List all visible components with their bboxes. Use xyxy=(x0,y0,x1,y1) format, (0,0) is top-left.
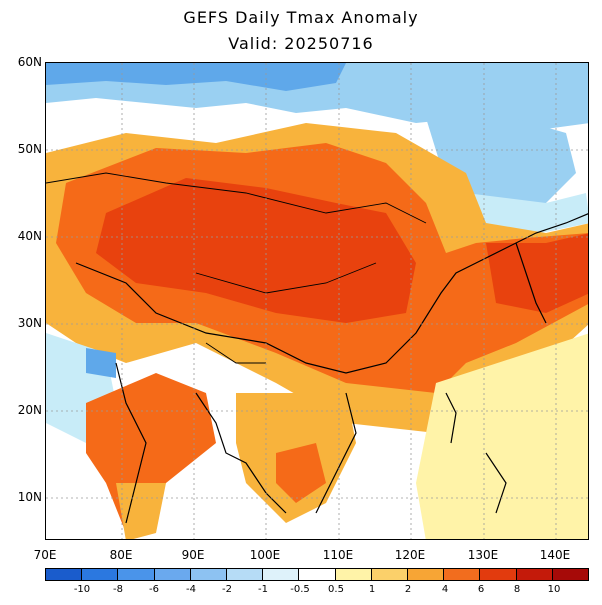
colorbar-label: -2 xyxy=(222,584,232,595)
lon-label-100e: 100E xyxy=(249,548,281,562)
colorbar-label: 2 xyxy=(404,584,412,595)
map-title: GEFS Daily Tmax Anomaly xyxy=(183,8,419,27)
colorbar-label: -1 xyxy=(258,584,268,595)
border-sketch xyxy=(46,172,427,364)
map-subtitle: Valid: 20250716 xyxy=(228,34,374,53)
colorbar-bin xyxy=(480,569,517,580)
colorbar-bin xyxy=(299,569,336,580)
lat-label-20n: 20N xyxy=(17,403,42,417)
colorbar-label: 8 xyxy=(513,584,521,595)
colorbar-bin xyxy=(154,569,191,580)
cold-anomaly-pakistan xyxy=(86,348,116,378)
colorbar-bin xyxy=(263,569,300,580)
colorbar-bin xyxy=(408,569,445,580)
colorbar-label: -10 xyxy=(73,584,91,595)
colorbar-label: 4 xyxy=(441,584,449,595)
colorbar-label: 1 xyxy=(368,584,376,595)
lat-label-60n: 60N xyxy=(17,55,42,69)
colder-anomaly-northwest xyxy=(46,63,346,91)
lon-label-120e: 120E xyxy=(394,548,426,562)
colorbar-label: 0.5 xyxy=(328,584,344,595)
colorbar-label: -6 xyxy=(149,584,159,595)
colorbar-bin xyxy=(118,569,155,580)
coastline-sketch xyxy=(75,213,588,524)
warm-anomaly-thailand xyxy=(276,443,326,503)
strong-warm-anomaly-core xyxy=(96,178,416,323)
colorbar-label: -4 xyxy=(186,584,196,595)
colorbar-bin xyxy=(335,569,372,580)
lon-label-70e: 70E xyxy=(33,548,57,562)
mild-warm-anomaly-southeast xyxy=(416,333,588,539)
colorbar-bin xyxy=(516,569,553,580)
colorbar-bin xyxy=(46,569,83,580)
lat-label-40n: 40N xyxy=(17,229,42,243)
colorbar-label: -8 xyxy=(113,584,123,595)
lon-label-140e: 140E xyxy=(539,548,571,562)
lat-label-50n: 50N xyxy=(17,142,42,156)
colorbar-bin xyxy=(227,569,264,580)
anomaly-map-svg xyxy=(46,63,588,539)
colorbar-bin xyxy=(371,569,409,580)
lon-label-110e: 110E xyxy=(322,548,354,562)
lon-label-80e: 80E xyxy=(109,548,133,562)
map-gridlines xyxy=(46,63,588,539)
colorbar-bin xyxy=(444,569,481,580)
colorbar-bin xyxy=(190,569,228,580)
colorbar-bin xyxy=(552,569,589,580)
colorbar xyxy=(45,568,589,581)
lat-label-10n: 10N xyxy=(17,490,42,504)
colorbar-label: 10 xyxy=(547,584,561,595)
lat-label-30n: 30N xyxy=(17,316,42,330)
lon-label-130e: 130E xyxy=(467,548,499,562)
colorbar-bin xyxy=(82,569,119,580)
mild-warm-anomaly-india-south xyxy=(116,483,166,539)
colorbar-label: -0.5 xyxy=(290,584,310,595)
colorbar-label: 6 xyxy=(477,584,485,595)
anomaly-map xyxy=(45,62,589,540)
lon-label-90e: 90E xyxy=(181,548,205,562)
strong-warm-anomaly-east xyxy=(486,233,588,313)
